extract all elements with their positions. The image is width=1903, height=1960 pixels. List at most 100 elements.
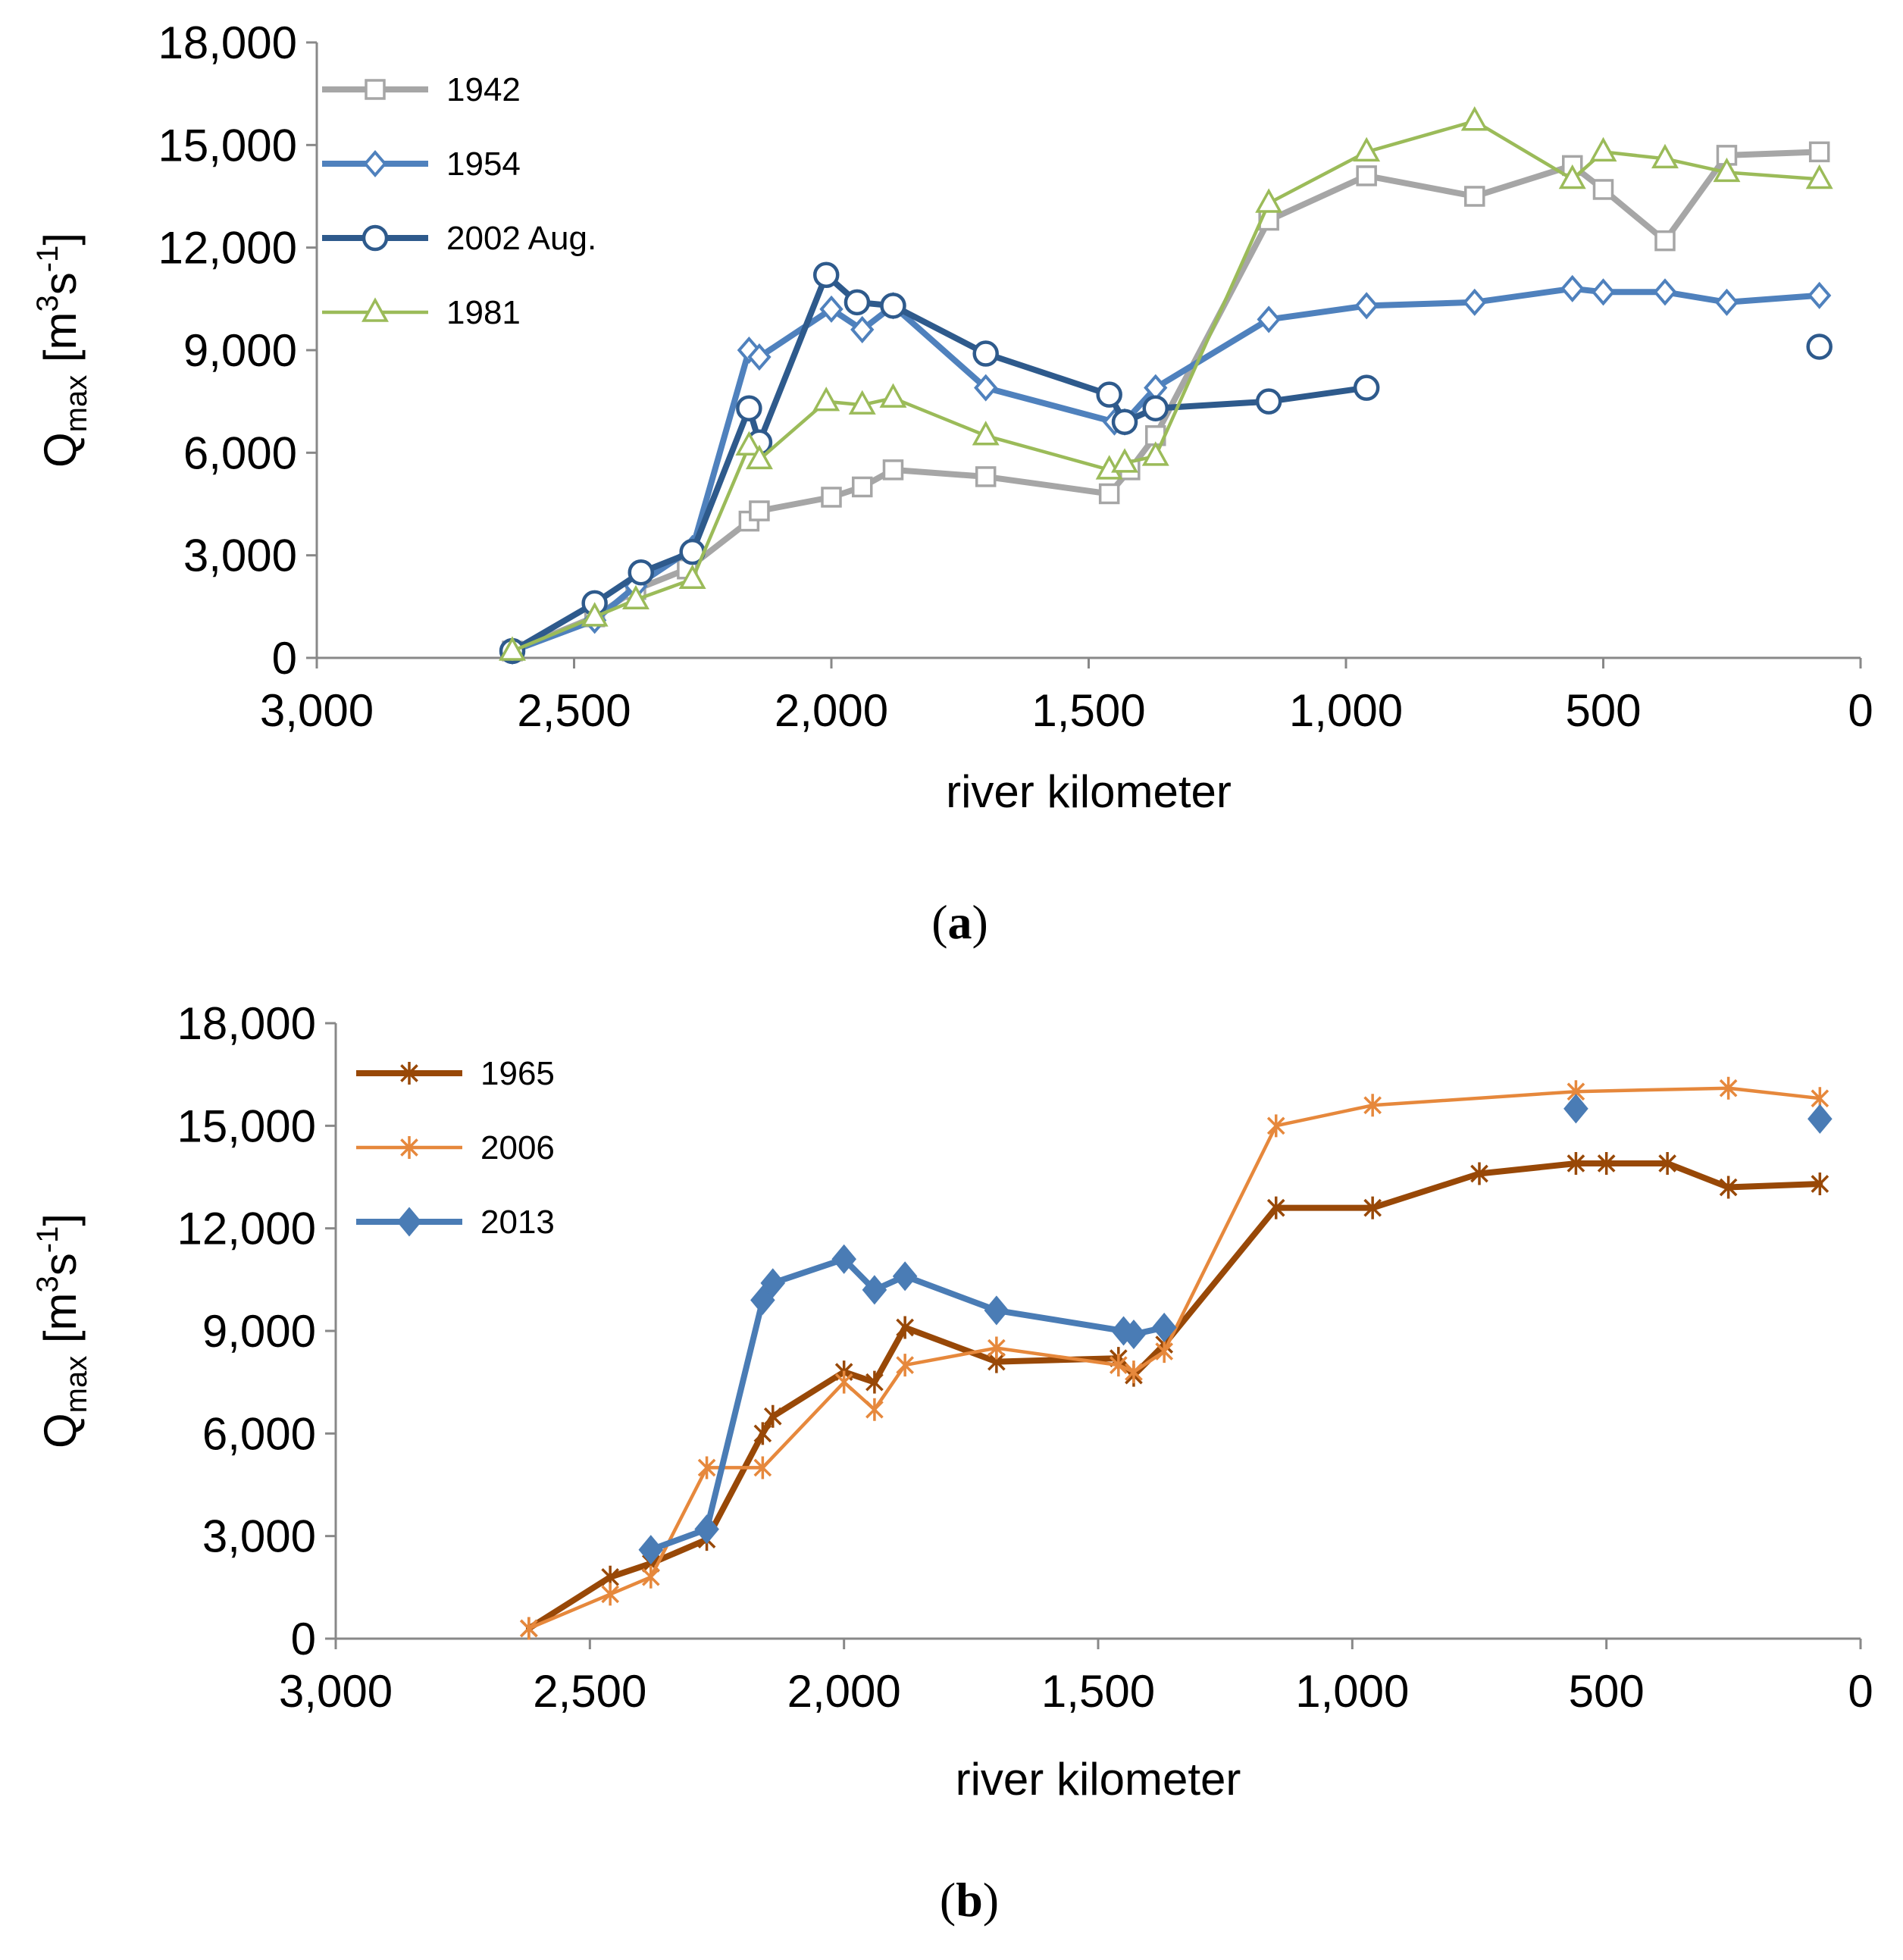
legend-marker: [363, 149, 387, 178]
data-point: [1719, 1176, 1738, 1199]
data-point: [882, 459, 904, 481]
data-point: [819, 295, 844, 323]
data-point: [1363, 1196, 1382, 1220]
data-point: [1719, 1076, 1738, 1100]
data-point: [1155, 1340, 1174, 1364]
data-point: [1713, 157, 1741, 183]
series-line: [509, 285, 1823, 654]
data-point: [1460, 106, 1488, 131]
y-axis-title-base: Q: [35, 1413, 86, 1448]
x-tick-label: 2,500: [517, 685, 631, 736]
data-point: [880, 293, 906, 319]
panel-label-letter: b: [956, 1873, 983, 1927]
y-tick-label: 15,000: [158, 120, 297, 171]
data-point: [821, 487, 842, 508]
data-point: [697, 1456, 716, 1479]
data-point: [753, 1456, 772, 1479]
legend-entry: 1981: [322, 294, 521, 331]
legend-entry: 2002 Aug.: [322, 220, 596, 257]
data-point: [850, 315, 875, 343]
legend-marker: [365, 79, 386, 100]
data-point: [1125, 1360, 1143, 1384]
y-tick-label: 18,000: [158, 17, 297, 68]
y-tick-label: 0: [291, 1614, 316, 1664]
x-tick-label: 1,500: [1041, 1666, 1155, 1717]
data-point: [1567, 1151, 1585, 1175]
x-tick-label: 500: [1565, 685, 1641, 736]
data-point: [844, 289, 871, 316]
legend-entry: 1942: [322, 71, 521, 108]
data-point: [865, 1398, 884, 1421]
data-point: [1356, 165, 1377, 186]
x-tick-label: 2,500: [533, 1666, 646, 1717]
data-point: [1592, 179, 1614, 200]
data-point: [1121, 1319, 1147, 1350]
legend-marker: [362, 297, 389, 322]
data-point: [749, 500, 770, 521]
data-point: [1353, 374, 1380, 401]
x-tick-label: 1,000: [1295, 1666, 1409, 1717]
data-point: [865, 1370, 884, 1394]
data-point: [1255, 388, 1282, 415]
x-tick-label: 3,000: [260, 685, 374, 736]
series-2013: [638, 1094, 1833, 1565]
data-point: [1658, 1151, 1676, 1175]
data-point: [972, 340, 999, 367]
x-axis-title: river kilometer: [946, 766, 1232, 817]
y-tick-label: 0: [272, 633, 297, 684]
y-tick-label: 9,000: [202, 1306, 316, 1357]
y-tick-label: 12,000: [158, 223, 297, 274]
data-point: [1142, 395, 1169, 421]
y-axis-title-subscript: max: [60, 375, 93, 433]
data-point: [1589, 136, 1617, 162]
series-line: [525, 1160, 1823, 1632]
y-tick-label: 6,000: [202, 1408, 316, 1459]
data-point: [735, 431, 763, 456]
y-axis-title-subscript: max: [60, 1356, 93, 1414]
data-point: [678, 564, 706, 589]
data-point: [1354, 292, 1379, 320]
y-axis-title-base: Q: [35, 432, 86, 468]
panel-label-open-paren: (: [931, 895, 947, 949]
data-point: [975, 466, 997, 487]
legend-entry: 1965: [356, 1055, 555, 1092]
legend-label: 2002 Aug.: [446, 220, 596, 257]
data-point: [1266, 1114, 1285, 1138]
legend-marker: [396, 1207, 422, 1237]
x-axis-title: river kilometer: [956, 1754, 1241, 1805]
y-tick-label: 15,000: [177, 1101, 316, 1151]
y-tick-label: 9,000: [183, 325, 297, 376]
panel-label-close-paren: ): [983, 1873, 999, 1927]
data-point: [1654, 230, 1676, 252]
data-point: [1151, 1312, 1177, 1343]
data-point: [812, 261, 840, 289]
data-point: [879, 383, 907, 408]
x-tick-label: 2,000: [775, 685, 888, 736]
data-point: [1591, 278, 1616, 306]
data-point: [1808, 281, 1832, 309]
data-point: [892, 1261, 918, 1292]
legend-label: 2013: [480, 1204, 555, 1241]
series-1965: [520, 1151, 1829, 1640]
data-point: [851, 476, 873, 498]
legend-label: 1942: [446, 71, 521, 108]
x-tick-label: 500: [1569, 1666, 1645, 1717]
data-point: [972, 421, 1000, 446]
y-axis-title-unit-exp1: 3: [31, 1276, 64, 1292]
data-point: [1098, 483, 1120, 505]
data-point: [896, 1316, 914, 1339]
y-tick-label: 3,000: [183, 531, 297, 581]
data-point: [974, 374, 998, 402]
data-point: [1560, 274, 1585, 302]
data-point: [984, 1295, 1009, 1326]
legend-label: 1981: [446, 294, 521, 331]
data-point: [601, 1583, 620, 1606]
y-axis-title-unit-close: ]: [35, 233, 86, 246]
y-tick-label: 12,000: [177, 1204, 316, 1254]
data-point: [831, 1244, 856, 1274]
data-point: [1464, 186, 1485, 207]
data-point: [628, 559, 655, 586]
